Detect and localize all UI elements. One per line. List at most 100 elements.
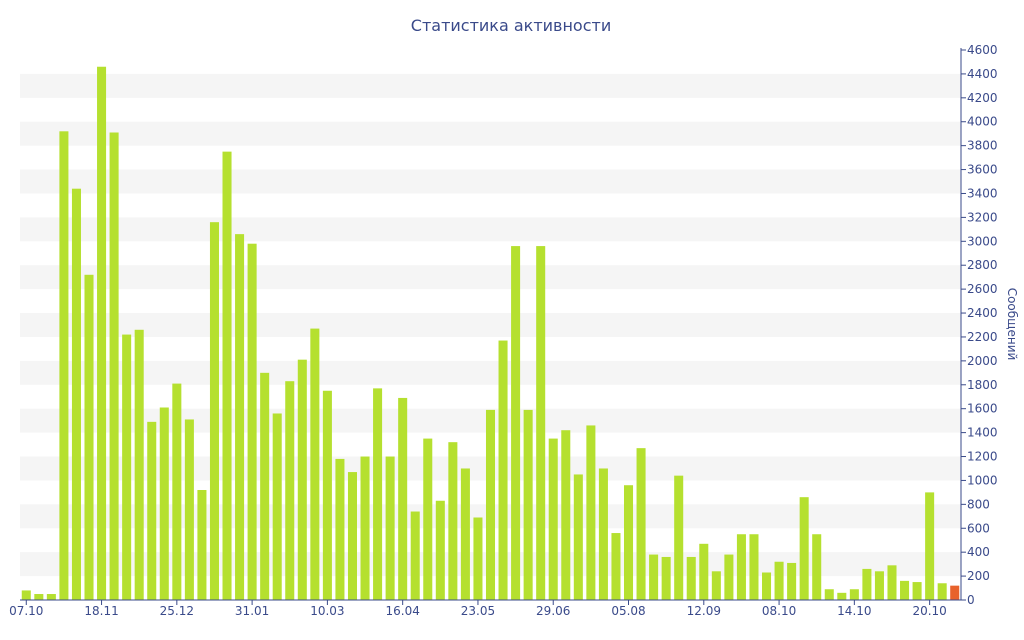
bar xyxy=(649,554,659,600)
x-tick-label: 20.10 xyxy=(912,604,946,618)
bar xyxy=(762,572,772,600)
bar xyxy=(561,430,571,600)
bar xyxy=(623,485,634,600)
y-tick-label: 200 xyxy=(967,569,990,583)
x-axis-ticks: 07.10 18.11 25.12 31.01 10.03 16.04 23.05 29.06… xyxy=(9,600,947,618)
bar xyxy=(21,590,31,600)
grid-band xyxy=(20,121,961,146)
bar xyxy=(97,66,107,600)
x-tick-label: 25.12 xyxy=(160,604,194,618)
bar xyxy=(423,438,433,600)
bar xyxy=(586,425,596,600)
bar xyxy=(272,413,282,600)
y-tick-label: 1800 xyxy=(967,378,998,392)
y-tick-label: 600 xyxy=(967,521,990,535)
bar xyxy=(172,383,182,600)
y-tick-label: 1200 xyxy=(967,450,998,464)
bar xyxy=(787,562,797,600)
bar xyxy=(285,381,295,600)
bar xyxy=(460,468,470,600)
bar xyxy=(209,222,219,600)
bar xyxy=(310,328,320,600)
y-tick-label: 2600 xyxy=(967,282,998,296)
bar xyxy=(147,421,157,600)
bar xyxy=(937,583,947,600)
y-tick-label: 2800 xyxy=(967,258,998,272)
y-tick-label: 4000 xyxy=(967,115,998,129)
chart-title: Статистика активности xyxy=(411,16,611,35)
grid-band xyxy=(20,73,961,98)
y-tick-label: 0 xyxy=(967,593,975,607)
bar xyxy=(373,388,383,600)
bar xyxy=(824,589,834,600)
bar xyxy=(925,492,935,600)
x-tick-label: 14.10 xyxy=(837,604,871,618)
y-tick-label: 3400 xyxy=(967,186,998,200)
y-tick-label: 4400 xyxy=(967,67,998,81)
bar xyxy=(448,442,458,600)
bar xyxy=(724,554,734,600)
bar xyxy=(511,246,521,600)
x-tick-label: 31.01 xyxy=(235,604,269,618)
grid-band xyxy=(20,360,961,385)
x-tick-label: 12.09 xyxy=(687,604,721,618)
x-tick-label: 05.08 xyxy=(611,604,645,618)
bar xyxy=(912,582,922,600)
grid-band xyxy=(20,169,961,194)
bar xyxy=(322,390,332,600)
grid-band xyxy=(20,265,961,290)
bar xyxy=(222,151,232,600)
bar xyxy=(573,474,583,600)
x-tick-label: 18.11 xyxy=(84,604,118,618)
y-tick-label: 3600 xyxy=(967,163,998,177)
bar xyxy=(686,556,696,600)
bar xyxy=(247,243,257,600)
grid-band xyxy=(20,313,961,337)
y-tick-label: 3200 xyxy=(967,210,998,224)
bar xyxy=(849,589,859,600)
x-tick-label: 10.03 xyxy=(310,604,344,618)
y-tick-label: 3800 xyxy=(967,139,998,153)
x-tick-label: 23.05 xyxy=(461,604,495,618)
bar xyxy=(611,533,621,600)
y-tick-label: 1400 xyxy=(967,426,998,440)
bar xyxy=(674,475,684,600)
bar xyxy=(661,556,671,600)
y-tick-label: 1600 xyxy=(967,402,998,416)
bar xyxy=(34,594,44,600)
bar xyxy=(360,456,370,600)
bar xyxy=(385,456,395,600)
bar xyxy=(862,568,872,600)
y-tick-label: 3000 xyxy=(967,234,998,248)
y-tick-label: 4200 xyxy=(967,91,998,105)
bar xyxy=(523,409,533,600)
bar xyxy=(398,397,408,600)
bar xyxy=(59,131,69,600)
bar xyxy=(900,580,910,600)
bar xyxy=(335,458,345,600)
bar xyxy=(84,274,94,600)
bar xyxy=(435,500,445,600)
x-tick-label: 07.10 xyxy=(9,604,43,618)
bar xyxy=(109,132,119,600)
bar xyxy=(749,534,759,600)
bar xyxy=(410,511,420,600)
bar xyxy=(71,188,81,600)
grid-band xyxy=(20,217,961,242)
bar xyxy=(235,234,245,600)
bars-group xyxy=(21,66,960,600)
bar xyxy=(122,334,132,600)
bar xyxy=(711,571,721,600)
bar xyxy=(485,409,496,600)
y-tick-label: 800 xyxy=(967,497,990,511)
bar xyxy=(548,438,558,600)
y-tick-label: 2400 xyxy=(967,306,998,320)
bar xyxy=(874,571,884,600)
bar xyxy=(134,329,144,600)
x-tick-label: 08.10 xyxy=(762,604,796,618)
bar xyxy=(347,472,358,600)
y-tick-label: 400 xyxy=(967,545,990,559)
bar xyxy=(699,543,709,600)
y-tick-label: 4600 xyxy=(967,43,998,57)
